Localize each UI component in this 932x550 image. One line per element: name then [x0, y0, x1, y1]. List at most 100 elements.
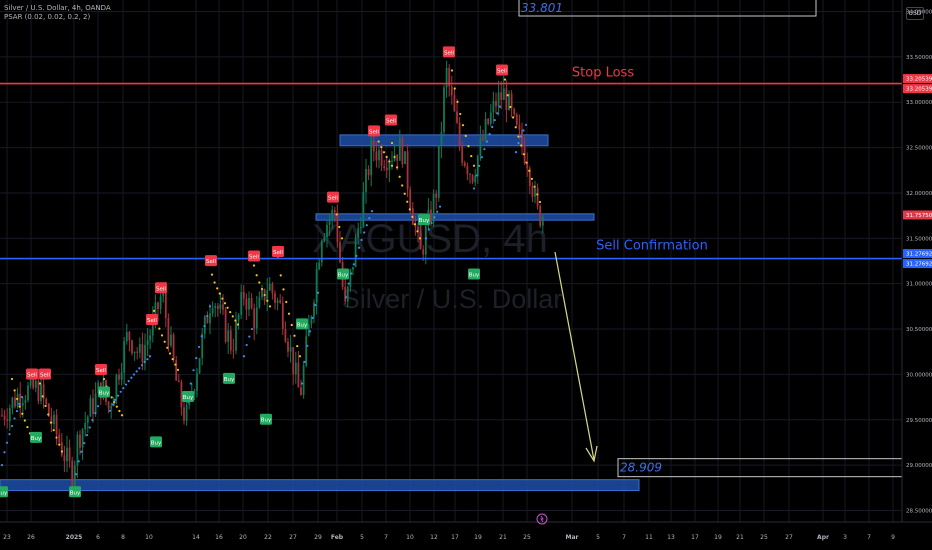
candle-body-26: [68, 447, 71, 461]
time-tick-16: 12: [430, 534, 438, 541]
psar-dot-90: [464, 134, 467, 137]
candle-body-105: [274, 293, 276, 303]
legend: Silver / U.S. Dollar, 4h, OANDA PSAR (0.…: [4, 4, 111, 22]
psar-dot-182: [480, 156, 483, 159]
price-axis[interactable]: 34.00000 33.50000 33.00000 32.50000 32.00000…: [901, 0, 932, 550]
psar-dot-56: [285, 300, 288, 304]
candle-body-58: [151, 317, 154, 336]
buy-signal-9-text: Buy: [338, 273, 349, 279]
psar-dot-99: [517, 135, 520, 138]
psar-dot-134: [130, 376, 133, 379]
candle-body-159: [414, 224, 417, 227]
sell-signal-3: Sell: [146, 314, 158, 326]
event-marker-bolt: [540, 515, 544, 523]
candle-body-115: [300, 387, 302, 395]
psar-dot-48: [258, 281, 261, 284]
candle-body-63: [164, 292, 167, 319]
time-tick-12: Feb: [331, 534, 344, 541]
buy-signal-0-text: Buy: [0, 490, 8, 496]
time-tick-31: Apr: [817, 534, 829, 541]
psar-dot-162: [344, 296, 348, 299]
psar-dot-160: [314, 303, 317, 307]
sell-signal-0-text: Sell: [27, 372, 37, 378]
psar-dot-93: [472, 164, 476, 167]
psar-dot-57: [287, 312, 291, 315]
watermark-name: Silver / U.S. Dollar: [342, 284, 563, 314]
buy-signal-6-text: Buy: [224, 377, 235, 383]
time-tick-13: 5: [360, 534, 364, 541]
psar-dot-17: [102, 377, 106, 381]
psar-dot-174: [427, 228, 430, 231]
psar-dot-115: [18, 402, 21, 406]
psar-dot-112: [10, 424, 14, 428]
price-badge-0: 33.20539: [906, 77, 932, 83]
psar-dot-170: [365, 224, 368, 227]
target-box-0: [518, 0, 817, 17]
price-tick-6: 31.00000: [906, 282, 932, 288]
time-tick-26: 17: [691, 534, 699, 541]
sell-signal-1: Sell: [39, 368, 51, 380]
psar-dot-105: [533, 185, 536, 188]
psar-dot-32: [171, 358, 174, 361]
candle-body-124: [323, 237, 326, 242]
psar-dot-163: [347, 282, 350, 285]
psar-dot-13: [52, 429, 55, 432]
time-tick-34: 9: [891, 534, 895, 541]
time-tick-20: 25: [523, 534, 531, 541]
candle-body-104: [271, 283, 274, 294]
candle-body-196: [510, 93, 513, 109]
candle-body-190: [495, 100, 497, 107]
sell-signal-6-text: Sell: [249, 255, 259, 261]
candle-body-152: [396, 154, 399, 161]
candle-body-49: [128, 331, 131, 341]
candle-body-75: [196, 373, 198, 391]
candle-body-33: [86, 416, 89, 423]
psar-dot-183: [483, 148, 486, 151]
psar-dot-137: [138, 367, 141, 370]
time-tick-8: 20: [239, 534, 247, 541]
legend-indicator: PSAR (0.02, 0.02, 0.2, 2): [4, 13, 91, 21]
psar-dot-78: [403, 192, 406, 195]
psar-dot-27: [158, 327, 161, 330]
candle-body-178: [463, 162, 466, 166]
time-tick-18: 19: [474, 534, 482, 541]
candle-body-95: [248, 298, 250, 310]
candle-body-36: [94, 393, 97, 414]
candle-body-10: [27, 385, 29, 401]
candle-body-67: [175, 359, 178, 381]
psar-dot-135: [132, 373, 136, 376]
candle-body-91: [237, 314, 240, 321]
buy-signal-6-bg: [223, 372, 235, 384]
psar-dot-83: [416, 230, 419, 233]
psar-dot-50: [263, 293, 266, 297]
candle-body-96: [250, 298, 253, 309]
currency-button[interactable]: USD: [906, 7, 924, 20]
candle-body-171: [445, 67, 448, 88]
psar-dot-91: [467, 145, 470, 148]
candle-body-120: [313, 302, 315, 317]
price-badge-bg-1: [903, 84, 932, 94]
psar-dot-33: [174, 363, 177, 366]
time-tick-21: Mar: [566, 534, 579, 541]
target-label-1: 28.909: [620, 461, 662, 475]
candle-body-18: [47, 404, 50, 417]
candle-body-166: [432, 193, 435, 223]
psar-dot-49: [260, 287, 264, 291]
price-tick-10: 29.00000: [906, 463, 932, 469]
psar-dot-15: [58, 443, 61, 446]
psar-dot-120: [83, 442, 86, 445]
candle-body-87: [227, 330, 230, 342]
sell-signal-12: Sell: [496, 64, 508, 76]
candle-body-179: [466, 165, 469, 175]
sell-signal-3-text: Sell: [147, 318, 157, 324]
psar-dot-0: [10, 377, 14, 381]
psar-dot-100: [520, 144, 523, 147]
price-badge-bg-2: [903, 210, 932, 220]
candle-body-93: [242, 292, 245, 299]
candle-body-170: [443, 87, 445, 133]
time-axis[interactable]: 23 26 2025 6 8 10 14 16 20 22 27 29 Feb 5 7 10 12 17 19 21 2…: [0, 513, 932, 550]
zones: [0, 134, 640, 492]
candle-body-198: [515, 114, 518, 125]
candle-body-103: [268, 283, 271, 291]
